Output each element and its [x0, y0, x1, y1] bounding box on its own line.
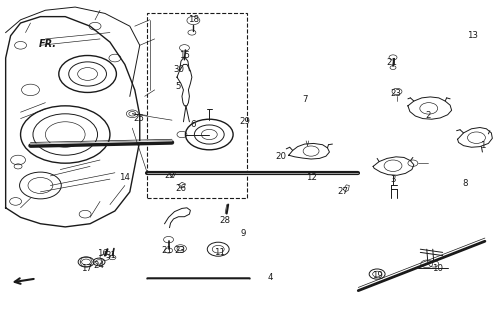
Text: 15: 15	[179, 51, 190, 60]
Text: 8: 8	[462, 180, 468, 188]
Text: 25: 25	[133, 114, 144, 123]
Text: 4: 4	[267, 273, 272, 282]
Text: 21: 21	[161, 246, 173, 255]
Text: 13: 13	[467, 31, 478, 40]
Text: 14: 14	[120, 173, 130, 182]
Text: 27: 27	[337, 188, 348, 196]
Text: 10: 10	[432, 264, 443, 273]
Text: 23: 23	[390, 89, 401, 98]
Text: 2: 2	[425, 111, 431, 120]
Text: 6: 6	[191, 120, 196, 130]
Text: 30: 30	[173, 65, 184, 74]
Text: 22: 22	[164, 172, 175, 180]
Text: 23: 23	[174, 246, 185, 255]
Text: 20: 20	[276, 152, 287, 161]
Text: 16: 16	[97, 250, 108, 259]
Text: 18: 18	[188, 15, 199, 24]
Text: 12: 12	[306, 173, 317, 182]
Text: 9: 9	[241, 229, 246, 238]
Text: 26: 26	[175, 184, 186, 193]
Text: 24: 24	[94, 261, 105, 270]
Text: 5: 5	[176, 82, 181, 91]
Text: 3: 3	[390, 175, 396, 184]
Bar	[147, 13, 247, 198]
Text: 1: 1	[480, 141, 485, 150]
Text: 29: 29	[240, 116, 250, 126]
Text: 11: 11	[214, 248, 225, 257]
Text: 17: 17	[81, 264, 92, 273]
Text: 21: 21	[386, 58, 397, 67]
Text: 7: 7	[302, 95, 307, 104]
Text: FR.: FR.	[38, 39, 56, 49]
Text: 31: 31	[106, 251, 117, 260]
Text: 19: 19	[372, 271, 382, 280]
Text: 28: 28	[220, 216, 231, 225]
